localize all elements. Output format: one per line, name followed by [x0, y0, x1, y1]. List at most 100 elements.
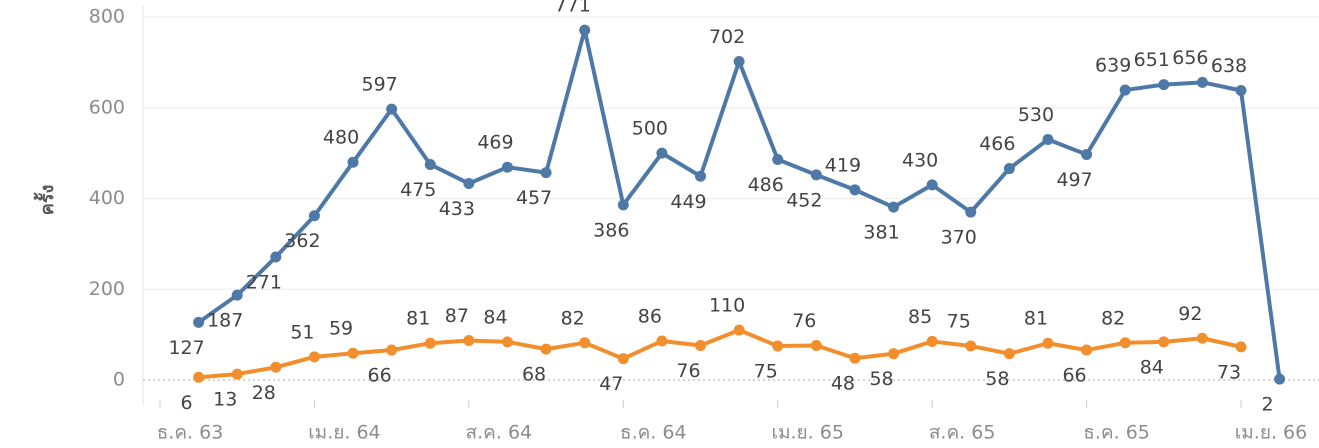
data-label: 475 [400, 179, 436, 201]
data-label: 76 [676, 360, 700, 382]
data-label: 6 [181, 392, 193, 414]
data-label: 82 [1101, 307, 1125, 329]
data-label: 66 [1062, 365, 1086, 387]
point [1235, 85, 1247, 97]
point [1081, 344, 1093, 356]
point [926, 179, 938, 191]
data-label: 13 [213, 389, 237, 411]
data-label: 110 [709, 295, 745, 317]
x-tick-label: ส.ค. 64 [466, 422, 533, 444]
point [772, 340, 784, 352]
data-label: 85 [908, 306, 932, 328]
point [656, 335, 668, 347]
point [1158, 79, 1170, 91]
data-label: 457 [516, 187, 552, 209]
data-label: 497 [1056, 169, 1092, 191]
data-label: 419 [825, 154, 861, 176]
point [347, 347, 359, 359]
data-label: 381 [863, 222, 899, 244]
point [270, 251, 282, 263]
point [1042, 134, 1054, 146]
x-tick-label: ธ.ค. 63 [157, 422, 224, 444]
data-label: 51 [290, 321, 314, 343]
data-label: 430 [902, 149, 938, 171]
data-label: 480 [323, 127, 359, 149]
data-label: 47 [599, 373, 623, 395]
data-label: 469 [477, 132, 513, 154]
data-label: 86 [638, 305, 662, 327]
data-label: 75 [947, 310, 971, 332]
point [424, 158, 436, 170]
data-label: 75 [754, 360, 778, 382]
point [231, 368, 243, 380]
point [926, 335, 938, 347]
point [810, 169, 822, 181]
data-label: 452 [786, 189, 822, 211]
point [772, 153, 784, 165]
point [849, 352, 861, 364]
data-label: 92 [1178, 303, 1202, 325]
point [888, 201, 900, 213]
point [540, 343, 552, 355]
data-label: 2 [1262, 394, 1274, 416]
point [733, 324, 745, 336]
point [1119, 84, 1131, 96]
data-label: 597 [362, 74, 398, 96]
data-label: 638 [1211, 55, 1247, 77]
point [193, 316, 205, 328]
data-label: 84 [1140, 356, 1164, 378]
point [1081, 148, 1093, 160]
data-label: 702 [709, 26, 745, 48]
data-label: 433 [439, 198, 475, 220]
point [1158, 336, 1170, 348]
point [540, 167, 552, 179]
point [501, 336, 513, 348]
point [695, 170, 706, 182]
data-label: 76 [792, 310, 816, 332]
point [308, 210, 320, 222]
point [1196, 76, 1208, 88]
y-tick-label: 800 [89, 6, 125, 28]
x-tick-label: เม.ย. 65 [771, 422, 843, 444]
data-label: 66 [368, 365, 392, 387]
point [1235, 341, 1247, 353]
data-label: 271 [246, 272, 282, 294]
y-tick-label: 400 [89, 187, 125, 209]
point [463, 335, 475, 347]
point [579, 24, 591, 36]
data-label: 449 [670, 191, 706, 213]
data-label: 58 [869, 368, 893, 390]
data-label: 500 [632, 118, 668, 140]
point [888, 348, 900, 360]
point [1274, 373, 1286, 385]
point [1119, 337, 1131, 349]
x-tick-label: ธ.ค. 65 [1083, 422, 1150, 444]
data-label: 87 [445, 305, 469, 327]
point [810, 340, 822, 352]
data-label: 651 [1134, 49, 1170, 71]
data-label: 466 [979, 133, 1015, 155]
data-label: 68 [522, 364, 546, 386]
data-label: 81 [1024, 308, 1048, 330]
point [1003, 348, 1015, 360]
data-label: 530 [1018, 104, 1054, 126]
data-label: 771 [555, 0, 591, 17]
point [579, 337, 591, 349]
point [231, 289, 243, 301]
x-tick-label: เม.ย. 66 [1235, 422, 1307, 444]
x-tick-label: ธ.ค. 64 [620, 422, 687, 444]
point [270, 361, 282, 373]
data-label: 28 [252, 382, 276, 404]
data-label: 59 [329, 318, 353, 340]
point [1196, 332, 1208, 344]
point [965, 206, 977, 218]
data-label: 58 [985, 368, 1009, 390]
y-tick-label: 0 [113, 369, 125, 391]
point [965, 340, 977, 352]
point [386, 103, 398, 115]
point [308, 351, 320, 363]
point [617, 199, 629, 211]
data-label: 362 [284, 230, 320, 252]
point [424, 337, 436, 349]
